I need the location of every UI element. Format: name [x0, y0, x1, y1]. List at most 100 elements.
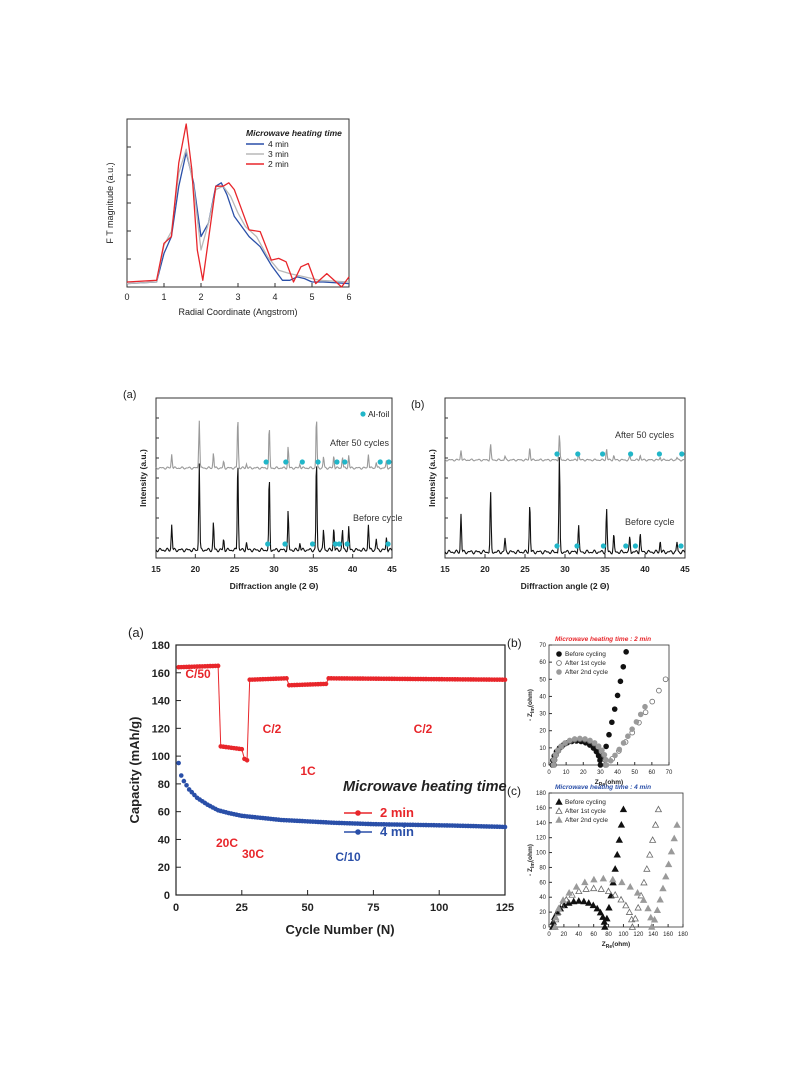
eis-b-series-point	[616, 746, 623, 753]
xrd-b-pattern-line	[444, 457, 686, 555]
eis-c-series-point	[611, 890, 619, 898]
eis-b-series-point	[562, 740, 568, 746]
xrd-b-al-foil-marker	[600, 543, 607, 549]
eis-c-series-point	[554, 904, 563, 912]
xrd-a-panel-label: (a)	[123, 389, 136, 401]
cycle-4min-point	[181, 778, 187, 784]
xrd-a-al-foil-marker	[334, 459, 340, 465]
cycle-x-tick-label: 25	[236, 902, 248, 914]
cycle-rate-label: 20C	[216, 836, 238, 850]
eis-b-y-tick-label: 30	[539, 712, 546, 718]
cycle-x-tick-label: 75	[367, 902, 379, 914]
eis-b-series-point	[625, 733, 631, 740]
cycle-y-tick-label: 120	[152, 723, 170, 735]
eis-b-x-tick-label: 0	[547, 770, 551, 776]
eis-b-series-point	[591, 740, 598, 746]
eis-b-series-point	[609, 719, 615, 726]
xrd-a-al-foil-marker	[263, 459, 269, 465]
eis-c-x-axis-label: ZRe(ohm)	[602, 941, 630, 950]
eis-c-series-point	[593, 904, 601, 912]
eis-c-y-tick-label: 40	[539, 895, 546, 901]
eis-b-series-point	[612, 752, 618, 759]
eis-c-x-tick-label: 0	[547, 932, 551, 938]
xrd-b-x-tick-label: 40	[640, 564, 650, 574]
eis-c-series-point	[590, 875, 598, 883]
eis-c-x-tick-label: 20	[561, 932, 568, 938]
eis-c-series-point	[654, 805, 663, 813]
eis-c-series-point	[633, 888, 642, 896]
eis-c-series-point	[647, 913, 655, 921]
eis-c-y-tick-label: 180	[536, 791, 547, 797]
eis-b-series-point	[601, 752, 608, 758]
cycle-y-tick-label: 140	[152, 696, 170, 708]
xrd-a-x-tick-label: 35	[309, 564, 319, 574]
eis-c-series-point	[670, 834, 678, 842]
ft-x-tick-label: 2	[198, 292, 203, 302]
eis-b-x-tick-label: 70	[666, 770, 673, 776]
eis-c-series-point	[628, 923, 637, 930]
xrd-chart-b: 15 20 25 30 35 40 45 Diffraction angle (2 Θ) Int…	[411, 397, 690, 591]
xrd-a-pattern-line	[155, 420, 392, 470]
ft-x-tick-label: 5	[309, 292, 314, 302]
eis-c-series-point	[581, 878, 589, 886]
eis-b-series-point	[603, 743, 609, 750]
eis-c-y-tick-label: 0	[543, 925, 547, 931]
eis-b-series-point	[637, 711, 644, 718]
eis-b-y-tick-label: 70	[539, 643, 546, 649]
ft-legend-label: 2 min	[268, 159, 289, 169]
xrd-a-al-foil-marker	[265, 541, 271, 547]
eis-b-legend-marker	[556, 651, 562, 657]
eis-c-y-axis-unit: (ohm)	[527, 844, 534, 862]
eis-b-panel-label: (b)	[507, 636, 522, 650]
xrd-b-x-tick-label: 35	[600, 564, 610, 574]
xrd-b-annotation: After 50 cycles	[615, 430, 675, 440]
xrd-b-al-foil-marker	[656, 451, 663, 457]
eis-b-x-tick-label: 10	[563, 770, 570, 776]
eis-b-series-point	[595, 753, 602, 759]
eis-c-series-point	[603, 914, 611, 922]
eis-c-x-tick-label: 40	[575, 932, 582, 938]
cycle-y-tick-label: 160	[152, 668, 170, 680]
xrd-b-x-tick-label: 20	[480, 564, 490, 574]
cycle-y-axis-label: Capacity (mAh/g)	[127, 717, 142, 824]
ft-x-tick-label: 1	[161, 292, 166, 302]
xrd-b-al-foil-marker	[632, 543, 639, 549]
ft-x-tick-label: 0	[124, 292, 129, 302]
eis-c-legend-marker	[555, 798, 563, 805]
cycle-legend-label: 2 min	[380, 805, 414, 820]
eis-b-series-point	[603, 762, 610, 768]
eis-c-series-point	[648, 923, 656, 930]
eis-c-series-point	[585, 899, 593, 906]
eis-b-x-tick-label: 50	[631, 770, 638, 776]
eis-c-y-tick-label: 80	[539, 865, 546, 871]
eis-b-series-point	[587, 737, 593, 744]
eis-c-x-tick-label: 160	[663, 932, 674, 938]
eis-c-series-point	[552, 913, 560, 921]
xrd-b-al-foil-marker	[623, 543, 629, 549]
xrd-a-x-tick-label: 25	[230, 564, 240, 574]
eis-b-series-point	[554, 747, 561, 754]
cycle-legend-label: 4 min	[380, 824, 414, 839]
xrd-a-x-axis-label: Diffraction angle (2 Θ)	[230, 581, 319, 591]
ft-legend-label: 4 min	[268, 139, 289, 149]
cycle-x-tick-label: 50	[301, 902, 313, 914]
xrd-b-al-foil-marker	[554, 543, 560, 549]
ft-x-tick-label: 3	[235, 292, 240, 302]
eis-c-panel-label: (c)	[507, 784, 521, 798]
xrd-a-al-foil-marker	[309, 541, 316, 547]
eis-c-series-point	[615, 836, 623, 843]
cycle-y-tick-label: 180	[152, 640, 170, 652]
eis-b-y-axis-subscript: Im	[530, 707, 536, 713]
eis-b-legend-label: Before cycling	[565, 651, 606, 658]
eis-c-series-point	[643, 865, 651, 872]
eis-b-x-tick-label: 60	[649, 770, 656, 776]
eis-b-series-point	[620, 740, 627, 746]
eis-c-x-tick-label: 180	[678, 932, 689, 938]
eis-c-series-point	[589, 901, 597, 909]
xrd-a-al-foil-marker	[377, 459, 383, 465]
eis-b-series-point	[620, 663, 627, 670]
eis-c-series-point	[609, 875, 617, 883]
xrd-a-al-foil-marker	[336, 541, 342, 547]
xrd-b-x-axis-label: Diffraction angle (2 Θ)	[521, 581, 610, 591]
